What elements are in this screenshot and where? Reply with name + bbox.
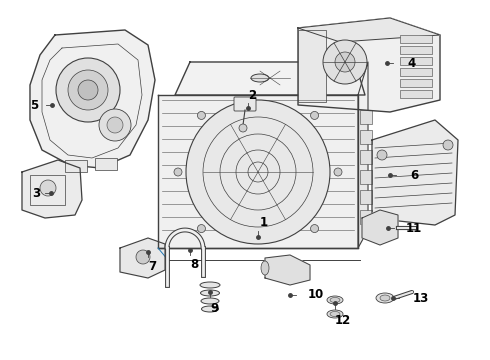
Text: 5: 5 [30,99,38,112]
Text: 8: 8 [190,258,198,271]
Text: 9: 9 [210,302,218,315]
Circle shape [107,117,123,133]
Polygon shape [372,120,458,225]
Ellipse shape [327,296,343,304]
Ellipse shape [376,293,394,303]
Circle shape [99,109,131,141]
Circle shape [56,58,120,122]
Polygon shape [30,30,155,168]
Text: 1: 1 [260,216,268,229]
Ellipse shape [251,74,269,82]
Circle shape [311,112,319,120]
Text: 3: 3 [32,186,40,199]
Circle shape [197,225,205,233]
Polygon shape [362,210,398,245]
Circle shape [136,250,150,264]
Circle shape [68,70,108,110]
Bar [400,35,432,43]
Bar [30,175,65,205]
Text: 12: 12 [335,314,351,327]
Bar [360,130,372,144]
Text: 7: 7 [148,261,156,274]
Circle shape [197,112,205,120]
Circle shape [78,80,98,100]
Bar [95,158,117,170]
Text: 2: 2 [248,89,256,102]
Circle shape [311,225,319,233]
Bar [360,150,372,164]
Text: 4: 4 [407,57,415,69]
Text: 10: 10 [308,288,324,302]
Bar [400,68,432,76]
Bar [298,30,326,102]
Ellipse shape [200,290,220,296]
Ellipse shape [201,298,219,304]
Ellipse shape [186,100,330,244]
Polygon shape [298,18,440,112]
Text: 11: 11 [406,221,422,234]
Bar [360,170,372,184]
Bar [360,190,372,204]
Circle shape [239,124,247,132]
Polygon shape [298,18,440,42]
Circle shape [40,180,56,196]
Polygon shape [22,160,82,218]
Circle shape [334,168,342,176]
Circle shape [323,40,367,84]
Polygon shape [265,255,310,285]
Ellipse shape [261,261,269,275]
Circle shape [174,168,182,176]
Polygon shape [120,238,165,278]
Circle shape [335,52,355,72]
FancyBboxPatch shape [234,97,256,111]
Ellipse shape [201,306,219,312]
Ellipse shape [380,295,390,301]
Ellipse shape [330,297,340,302]
Bar [400,90,432,98]
Circle shape [443,140,453,150]
Polygon shape [175,62,365,95]
Bar [360,210,372,224]
Bar [400,46,432,54]
Bar [400,57,432,65]
Bar [360,110,372,124]
Ellipse shape [327,310,343,318]
Ellipse shape [330,311,340,316]
Bar [400,79,432,87]
Polygon shape [158,95,358,248]
Text: 6: 6 [410,168,418,181]
Text: 13: 13 [413,292,429,305]
Bar [65,160,87,172]
Polygon shape [358,62,368,248]
Circle shape [377,150,387,160]
Ellipse shape [200,282,220,288]
